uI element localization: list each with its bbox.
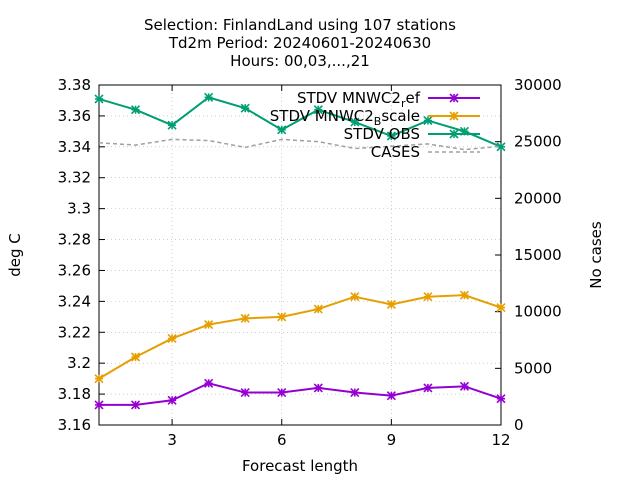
data-point <box>313 383 323 393</box>
chart-title-line-3: Hours: 00,03,...,21 <box>230 52 370 70</box>
y-tick-label: 3.28 <box>58 231 91 249</box>
data-point <box>386 391 396 401</box>
data-point <box>350 387 360 398</box>
grid-lines <box>99 85 501 425</box>
series-1 <box>94 290 506 384</box>
data-point <box>204 378 214 388</box>
plot-frame <box>98 84 502 426</box>
data-point <box>459 381 470 391</box>
legend-label: STDV MNWC2Bscale <box>270 107 420 128</box>
y-tick-label: 3.2 <box>67 354 91 372</box>
series-layer <box>94 92 506 410</box>
series-line <box>99 382 502 406</box>
data-point <box>496 302 506 313</box>
data-point <box>449 129 459 139</box>
x-tick-label: 6 <box>277 431 287 449</box>
data-point <box>423 292 433 302</box>
series-0 <box>94 378 506 410</box>
x-tick-label: 3 <box>167 431 177 449</box>
x-tick-label: 12 <box>491 431 510 449</box>
y-axis-label: deg C <box>6 233 24 277</box>
y2-axis-ticks: 0 5000 10000 15000 20000 25000 30000 <box>495 76 562 434</box>
data-point <box>130 352 141 362</box>
data-point <box>496 394 506 404</box>
data-point <box>313 105 323 115</box>
data-point <box>423 383 433 393</box>
data-point <box>423 115 433 126</box>
series-line <box>98 294 502 380</box>
data-point <box>204 319 214 330</box>
data-point <box>386 299 396 310</box>
legend-label: CASES <box>371 143 420 161</box>
data-point <box>386 131 396 141</box>
x-tick-label: 9 <box>387 431 397 449</box>
legend-entry-2: STDV OBS <box>344 125 480 143</box>
data-point <box>204 92 214 102</box>
y-tick-label: 3.16 <box>58 416 91 434</box>
legend-label: STDV MNWC2ref <box>297 89 421 110</box>
y2-tick-label: 10000 <box>514 303 562 321</box>
y-axis-ticks: 3.16 3.18 3.2 3.22 3.24 3.26 3.28 3.3 3.32 3.34 3.… <box>58 76 105 434</box>
y-tick-label: 3.26 <box>58 261 91 279</box>
chart-title-line-1: Selection: FinlandLand using 107 station… <box>144 16 456 34</box>
legend-entry-1: STDV MNWC2Bscale <box>270 107 480 128</box>
y2-tick-label: 5000 <box>514 359 552 377</box>
data-point <box>240 103 250 113</box>
y-tick-label: 3.3 <box>67 200 91 218</box>
y-tick-label: 3.36 <box>58 107 91 125</box>
y-tick-label: 3.32 <box>58 169 91 187</box>
data-point <box>449 111 459 121</box>
x-axis-label: Forecast length <box>242 457 358 475</box>
data-point <box>313 304 323 314</box>
y2-tick-label: 30000 <box>514 76 562 94</box>
data-point <box>167 333 177 344</box>
data-point <box>94 400 104 410</box>
data-point <box>94 374 104 384</box>
data-point <box>167 120 177 130</box>
y2-axis-label: No cases <box>587 221 605 289</box>
data-point <box>350 117 360 127</box>
y-tick-label: 3.18 <box>58 385 91 403</box>
data-point <box>459 290 470 300</box>
data-point <box>130 105 141 115</box>
series-line <box>98 96 502 148</box>
data-point <box>277 312 287 322</box>
legend-entry-0: STDV MNWC2ref <box>297 89 480 110</box>
y2-tick-label: 0 <box>514 416 524 434</box>
legend-entry-3: CASES <box>371 143 480 161</box>
data-point <box>167 395 177 405</box>
legend-label: STDV OBS <box>344 125 420 143</box>
data-point <box>94 94 104 104</box>
y-tick-label: 3.22 <box>58 323 91 341</box>
chart-title-line-2: Td2m Period: 20240601-20240630 <box>168 34 431 52</box>
y-tick-label: 3.38 <box>58 76 91 94</box>
y-tick-label: 3.24 <box>58 292 91 310</box>
x-axis-ticks: 3 6 9 12 <box>167 85 511 449</box>
y2-tick-label: 20000 <box>514 189 562 207</box>
y2-tick-label: 25000 <box>514 133 562 151</box>
series-2 <box>94 92 506 152</box>
y-tick-label: 3.34 <box>58 138 91 156</box>
data-point <box>449 93 459 103</box>
series-3 <box>98 138 502 151</box>
data-point <box>240 387 250 398</box>
data-point <box>130 400 141 410</box>
data-point <box>277 387 287 398</box>
y2-tick-label: 15000 <box>514 246 562 264</box>
data-point <box>350 292 360 302</box>
series-line <box>98 138 502 151</box>
data-point <box>277 125 287 135</box>
data-point <box>240 313 250 323</box>
